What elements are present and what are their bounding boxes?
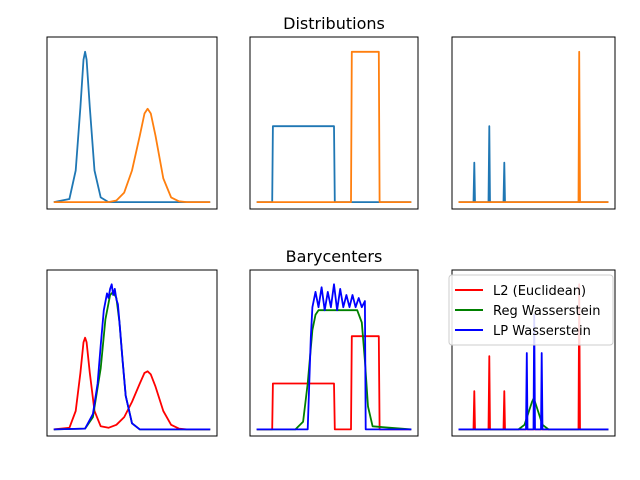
axes-frame-distributions-1	[46, 36, 218, 210]
panel-barycenters-2	[249, 269, 419, 437]
row-title-barycenters: Barycenters	[286, 247, 383, 266]
panels	[46, 36, 616, 437]
series-line-distributions-1-1	[53, 107, 211, 204]
axes-frame-distributions-3	[451, 36, 616, 210]
series-line-distributions-2-1	[256, 50, 412, 204]
panel-distributions-2	[249, 36, 419, 210]
legend-label-l2: L2 (Euclidean)	[493, 284, 586, 299]
axes-frame-barycenters-1	[46, 269, 218, 437]
legend-label-lp: LP Wasserstein	[493, 324, 591, 339]
panel-distributions-1	[46, 36, 218, 210]
series-line-barycenters-2-2	[256, 283, 412, 431]
series-line-barycenters-2-1	[256, 309, 412, 431]
series-line-barycenters-2-0	[256, 335, 412, 431]
panel-barycenters-1	[46, 269, 218, 437]
series-line-distributions-2-0	[256, 125, 412, 204]
series-line-barycenters-1-1	[53, 290, 211, 431]
legend-frame	[448, 274, 614, 346]
row-title-distributions: Distributions	[283, 14, 385, 33]
legend-label-reg: Reg Wasserstein	[493, 304, 600, 319]
series-line-distributions-3-1	[458, 50, 609, 204]
series-line-barycenters-1-2	[53, 283, 211, 431]
axes-frame-barycenters-2	[249, 269, 419, 437]
panel-distributions-3	[451, 36, 616, 210]
series-line-distributions-1-0	[53, 50, 211, 204]
series-line-barycenters-1-0	[53, 336, 211, 431]
axes-frame-distributions-2	[249, 36, 419, 210]
axes-frame-barycenters-3	[451, 269, 616, 437]
legend: L2 (Euclidean) Reg Wasserstein LP Wasser…	[448, 274, 614, 346]
series-line-distributions-3-0	[458, 125, 609, 204]
